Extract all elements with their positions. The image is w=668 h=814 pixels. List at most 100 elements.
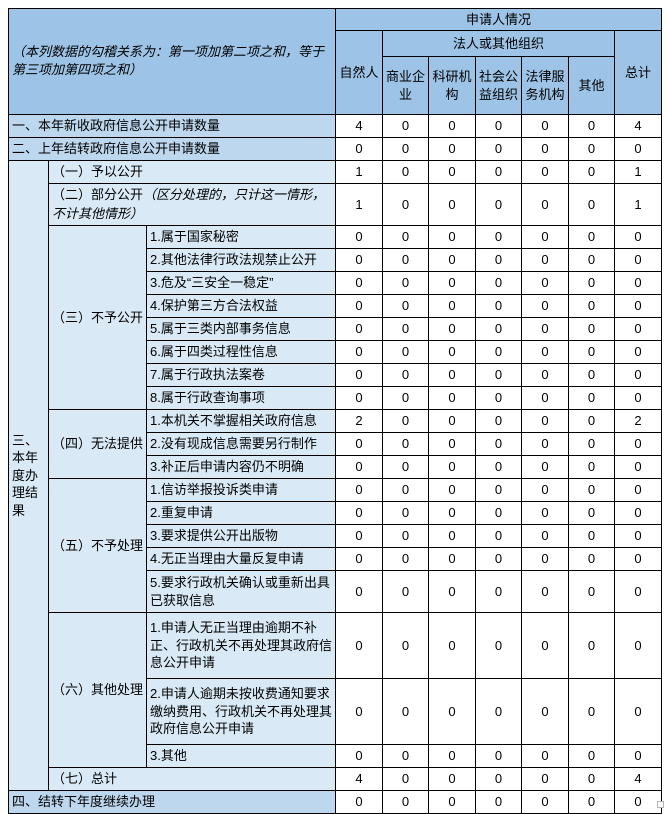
- value-cell: 0: [475, 547, 522, 571]
- value-cell: 0: [475, 744, 522, 768]
- value-cell: 0: [568, 744, 615, 768]
- value-cell: 0: [568, 767, 615, 791]
- value-cell: 0: [475, 570, 522, 613]
- header-row-2: 自然人 法人或其他组织 总计: [9, 30, 663, 115]
- item-label: 1.申请人无正当理由逾期不补正、行政机关不再处理其政府信息公开申请: [146, 612, 336, 679]
- value-cell: 0: [428, 478, 476, 502]
- value-cell: 0: [521, 612, 569, 679]
- value-cell: 0: [568, 248, 615, 272]
- value-cell: 0: [335, 478, 383, 502]
- value-cell: 0: [335, 455, 383, 479]
- value-cell: 0: [475, 524, 522, 548]
- value-cell: 0: [428, 570, 476, 613]
- row-label-text: （二）部分公开: [52, 186, 144, 202]
- value-cell: 0: [335, 547, 383, 571]
- value-cell: 0: [568, 317, 615, 341]
- item-label: 1.本机关不掌握相关政府信息: [146, 409, 336, 433]
- value-cell: 0: [382, 386, 429, 410]
- value-cell: 0: [521, 432, 569, 456]
- value-cell: 0: [428, 183, 476, 226]
- value-cell: 0: [613, 547, 663, 571]
- value-cell: 0: [428, 317, 476, 341]
- value-cell: 0: [568, 363, 615, 387]
- value-cell: 0: [382, 114, 429, 138]
- value-cell: 0: [521, 478, 569, 502]
- value-cell: 0: [475, 363, 522, 387]
- value-cell: 0: [382, 612, 429, 679]
- item-label: 4.保护第三方合法权益: [146, 294, 336, 318]
- value-cell: 0: [521, 455, 569, 479]
- value-cell: 0: [382, 160, 429, 184]
- value-cell: 0: [428, 501, 476, 525]
- value-cell: 0: [521, 248, 569, 272]
- value-cell: 0: [428, 432, 476, 456]
- value-cell: 0: [428, 271, 476, 295]
- group-label-other-handling: （六）其他处理: [48, 612, 147, 768]
- value-cell: 0: [568, 271, 615, 295]
- value-cell: 0: [382, 767, 429, 791]
- value-cell: 0: [382, 183, 429, 226]
- value-cell: 0: [568, 432, 615, 456]
- value-cell: 0: [335, 678, 383, 745]
- value-cell: 0: [613, 225, 663, 249]
- col-header-legal-service-org: 法律服务机构: [521, 56, 569, 115]
- value-cell: 0: [521, 340, 569, 364]
- value-cell: 0: [335, 432, 383, 456]
- value-cell: 0: [428, 363, 476, 387]
- col-header-natural-person: 自然人: [335, 30, 383, 115]
- item-label: 3.其他: [146, 744, 336, 768]
- value-cell: 0: [475, 248, 522, 272]
- value-cell: 0: [475, 409, 522, 433]
- value-cell: 0: [335, 340, 383, 364]
- item-label: 3.要求提供公开出版物: [146, 524, 336, 548]
- item-label: 2.没有现成信息需要另行制作: [146, 432, 336, 456]
- value-cell: 0: [521, 547, 569, 571]
- value-cell: 0: [428, 744, 476, 768]
- item-label: 5.属于三类内部事务信息: [146, 317, 336, 341]
- value-cell: 0: [382, 271, 429, 295]
- value-cell: 0: [475, 478, 522, 502]
- value-cell: 0: [382, 547, 429, 571]
- value-cell: 0: [382, 455, 429, 479]
- value-cell: 0: [475, 271, 522, 295]
- reconciliation-note: （本列数据的勾稽关系为：第一项加第二项之和，等于第三项加第四项之和）: [8, 8, 336, 115]
- value-cell: 0: [428, 409, 476, 433]
- value-cell: 0: [382, 570, 429, 613]
- item-label: 3.补正后申请内容仍不明确: [146, 455, 336, 479]
- row-label-carried-over-requests: 二、上年结转政府信息公开申请数量: [8, 137, 336, 161]
- value-cell: 0: [568, 455, 615, 479]
- value-cell: 1: [613, 183, 663, 226]
- value-cell: 0: [428, 767, 476, 791]
- value-cell: 2: [335, 409, 383, 433]
- value-cell: 0: [475, 225, 522, 249]
- value-cell: 0: [568, 340, 615, 364]
- header-row-3: 商业企业 科研机构 社会公益组织 法律服务机构 其他: [9, 56, 662, 115]
- value-cell: 0: [335, 137, 383, 161]
- value-cell: 0: [382, 478, 429, 502]
- value-cell: 0: [382, 248, 429, 272]
- header-row-1: （本列数据的勾稽关系为：第一项加第二项之和，等于第三项加第四项之和） 申请人情况: [8, 8, 663, 115]
- value-cell: 0: [335, 570, 383, 613]
- value-cell: 0: [521, 183, 569, 226]
- value-cell: 0: [613, 501, 663, 525]
- value-cell: 0: [475, 678, 522, 745]
- value-cell: 0: [568, 225, 615, 249]
- value-cell: 0: [475, 137, 522, 161]
- value-cell: 1: [335, 160, 383, 184]
- value-cell: 0: [613, 317, 663, 341]
- value-cell: 0: [568, 612, 615, 679]
- value-cell: 1: [335, 183, 383, 226]
